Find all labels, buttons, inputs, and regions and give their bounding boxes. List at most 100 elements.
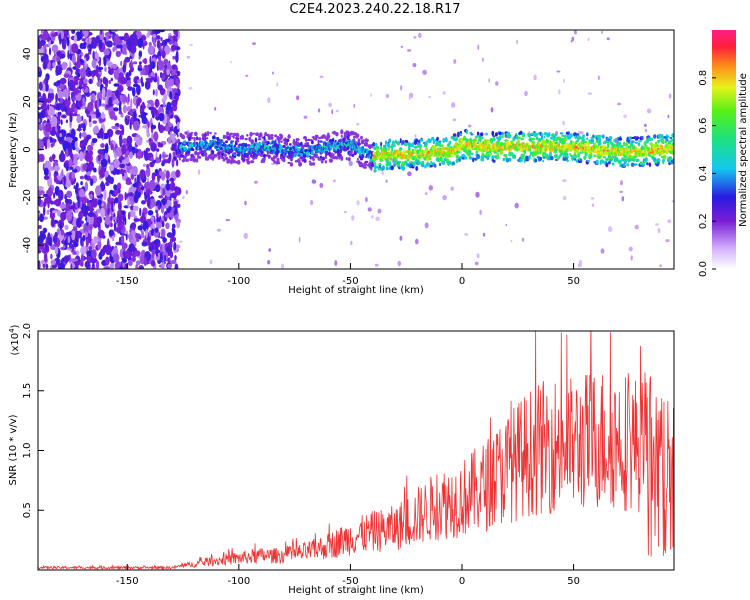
noise-blob: [149, 55, 152, 66]
noise-blob: [56, 122, 59, 131]
noise-blob: [97, 154, 102, 162]
noise-blob: [154, 157, 161, 164]
noise-blob: [41, 102, 47, 110]
noise-blob: [109, 176, 114, 185]
noise-blob: [112, 46, 116, 53]
trace-blob: [197, 137, 202, 141]
trace-blob: [428, 139, 432, 143]
sparse-blob: [482, 232, 486, 237]
trace-blob: [476, 153, 481, 160]
spectrogram-y-label: Frequency (Hz): [8, 112, 19, 188]
trace-blob: [315, 134, 319, 139]
noise-blob: [124, 217, 127, 226]
snr-series-line: [38, 331, 674, 570]
trace-blob: [661, 145, 664, 150]
trace-blob: [532, 153, 535, 158]
sparse-blob: [214, 107, 217, 111]
noise-blob: [161, 50, 166, 59]
noise-blob: [113, 216, 118, 220]
chart-title: C2E4.2023.240.22.18.R17: [289, 2, 461, 17]
noise-blob: [70, 263, 73, 269]
noise-blob: [74, 88, 79, 95]
noise-blob: [67, 236, 71, 244]
sparse-blob: [424, 192, 428, 196]
noise-blob: [133, 110, 137, 121]
noise-blob: [82, 163, 88, 171]
noise-blob: [114, 260, 121, 269]
noise-blob: [164, 45, 171, 55]
noise-blob: [85, 238, 89, 247]
trace-blob: [324, 160, 328, 164]
spectrogram-x-ticks: -150 -100 -50 0 50: [116, 263, 580, 287]
sparse-blob: [671, 200, 674, 203]
noise-blob: [63, 30, 68, 36]
trace-blob: [222, 158, 226, 161]
noise-blob: [80, 253, 84, 263]
trace-blob: [259, 132, 263, 137]
noise-blob: [111, 63, 118, 69]
trace-blob: [235, 132, 240, 138]
noise-blob: [172, 136, 176, 144]
trace-blob: [233, 152, 237, 155]
trace-blob: [386, 147, 391, 151]
trace-blob: [244, 143, 248, 148]
noise-blob: [92, 50, 95, 61]
noise-blob: [43, 53, 49, 61]
trace-blob: [289, 162, 294, 167]
trace-blob: [185, 158, 190, 162]
trace-blob: [425, 140, 428, 145]
noise-blob: [43, 175, 50, 180]
sparse-blob: [601, 30, 603, 34]
trace-blob: [436, 136, 439, 141]
sparse-blob: [318, 108, 321, 113]
noise-blob: [88, 79, 92, 84]
trace-blob: [246, 160, 251, 165]
trace-blob: [496, 152, 499, 157]
noise-blob: [77, 197, 80, 209]
trace-blob: [191, 131, 194, 134]
noise-blob: [56, 56, 60, 62]
noise-blob: [154, 98, 160, 108]
trace-blob: [257, 138, 262, 141]
noise-blob: [141, 241, 148, 247]
trace-blob: [205, 137, 209, 140]
noise-blob: [174, 254, 177, 261]
sparse-blob: [524, 90, 528, 97]
trace-blob: [634, 163, 638, 166]
noise-blob: [147, 30, 150, 36]
trace-blob: [193, 158, 196, 163]
noise-blob: [134, 177, 137, 185]
trace-blob: [480, 136, 484, 140]
noise-blob: [45, 195, 52, 204]
noise-blob: [73, 185, 76, 190]
noise-blob: [52, 138, 57, 143]
trace-blob: [390, 165, 394, 171]
noise-blob: [108, 135, 111, 146]
sparse-blob: [353, 103, 356, 108]
noise-blob: [46, 97, 52, 104]
trace-blob: [528, 134, 531, 138]
trace-blob: [503, 153, 507, 157]
noise-blob: [120, 61, 123, 66]
noise-blob: [114, 169, 121, 175]
sparse-blob: [464, 233, 469, 236]
trace-blob: [193, 144, 196, 148]
noise-blob: [128, 192, 135, 197]
noise-blob: [44, 122, 52, 133]
trace-blob: [555, 153, 558, 158]
noise-blob: [90, 257, 97, 264]
trace-blob: [232, 135, 235, 139]
noise-blob: [54, 31, 58, 37]
noise-blob: [171, 206, 175, 212]
trace-blob: [592, 134, 595, 138]
noise-blob: [104, 78, 109, 85]
noise-blob: [51, 107, 55, 118]
trace-blob: [662, 139, 665, 145]
sparse-blob: [655, 223, 660, 226]
sparse-blob: [505, 223, 508, 227]
noise-blob: [107, 91, 113, 96]
trace-blob: [389, 157, 393, 160]
noise-blob: [89, 215, 94, 225]
noise-blob: [91, 239, 98, 245]
